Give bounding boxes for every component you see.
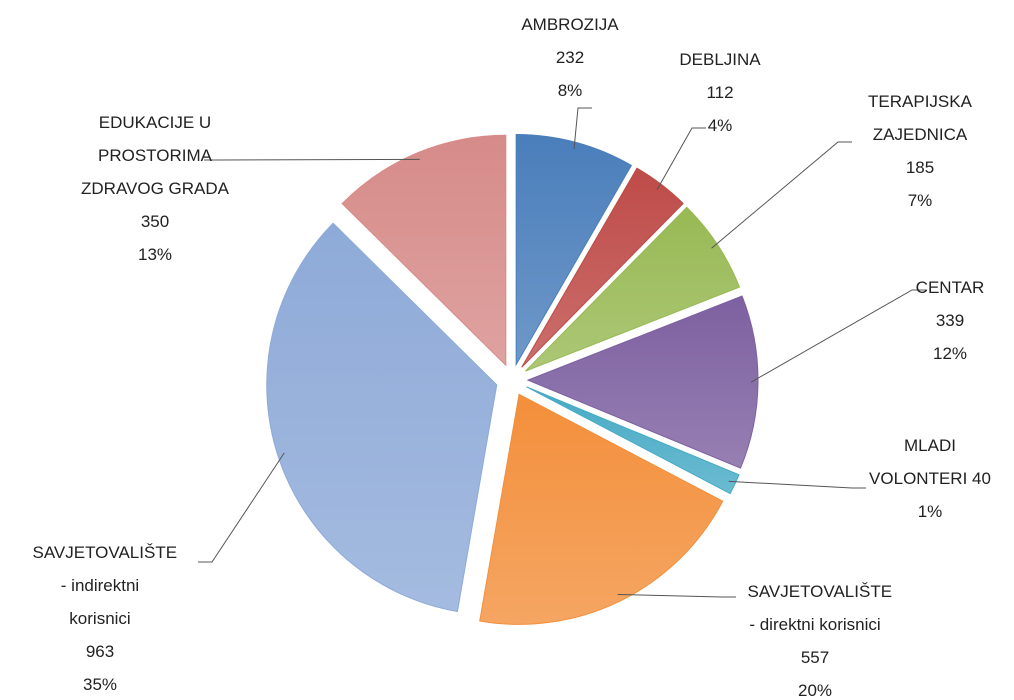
label-name: AMBROZIJA: [521, 15, 619, 34]
data-label: SAVJETOVALIŠTE - indirektni korisnici 963…: [32, 536, 178, 700]
label-value: 185: [905, 158, 935, 177]
label-value: 350: [140, 212, 170, 231]
data-label: AMBROZIJA 232 8%: [495, 8, 645, 107]
label-name: EDUKACIJE U PROSTORIMA ZDRAVOG GRADA: [81, 113, 229, 198]
leader-line: [750, 289, 926, 383]
label-percent: 7%: [907, 191, 933, 210]
data-label: DEBLJINA 112 4%: [645, 43, 795, 142]
leader-line: [656, 127, 706, 191]
label-name: SAVJETOVALIŠTE - indirektni korisnici: [32, 543, 178, 628]
leader-line: [711, 141, 852, 249]
leader-line: [728, 480, 866, 489]
label-value: 339: [935, 311, 965, 330]
pie-slice: [341, 134, 507, 367]
pie-slice: [526, 295, 759, 469]
label-name: MLADI VOLONTERI: [869, 436, 968, 488]
data-label: SAVJETOVALIŠTE - direktni korisnici 557 2…: [748, 575, 893, 700]
label-value: 232: [555, 48, 585, 67]
pie-slice: [521, 167, 684, 368]
label-value: 557: [800, 648, 830, 667]
pie-slice: [524, 206, 741, 372]
leader-line: [204, 158, 420, 161]
label-percent: 1%: [917, 502, 943, 521]
label-percent: 8%: [557, 81, 583, 100]
leader-line: [573, 107, 592, 150]
label-percent: 20%: [797, 681, 833, 700]
label-value: 963: [85, 642, 115, 661]
pie-slice: [479, 393, 724, 625]
label-name: CENTAR: [915, 278, 985, 297]
label-name: DEBLJINA: [679, 50, 761, 69]
label-value: 40: [972, 469, 991, 488]
label-name: TERAPIJSKA ZAJEDNICA: [868, 92, 972, 144]
leader-line: [198, 452, 285, 563]
label-percent: 4%: [707, 116, 733, 135]
pie-slice: [515, 134, 633, 367]
pie-slice: [266, 222, 498, 613]
data-label: CENTAR 339 12%: [875, 271, 1014, 370]
leader-line: [617, 593, 736, 598]
label-percent: 12%: [932, 344, 968, 363]
label-percent: 35%: [82, 675, 118, 694]
pie-slice: [526, 386, 740, 495]
label-value: 112: [706, 83, 734, 102]
data-label: EDUKACIJE U PROSTORIMA ZDRAVOG GRADA 350 1…: [66, 106, 244, 271]
data-label: MLADI VOLONTERI 40 1%: [863, 429, 998, 528]
label-name: SAVJETOVALIŠTE - direktni korisnici: [747, 582, 893, 634]
label-percent: 13%: [137, 245, 173, 264]
data-label: TERAPIJSKA ZAJEDNICA 185 7%: [845, 85, 995, 217]
